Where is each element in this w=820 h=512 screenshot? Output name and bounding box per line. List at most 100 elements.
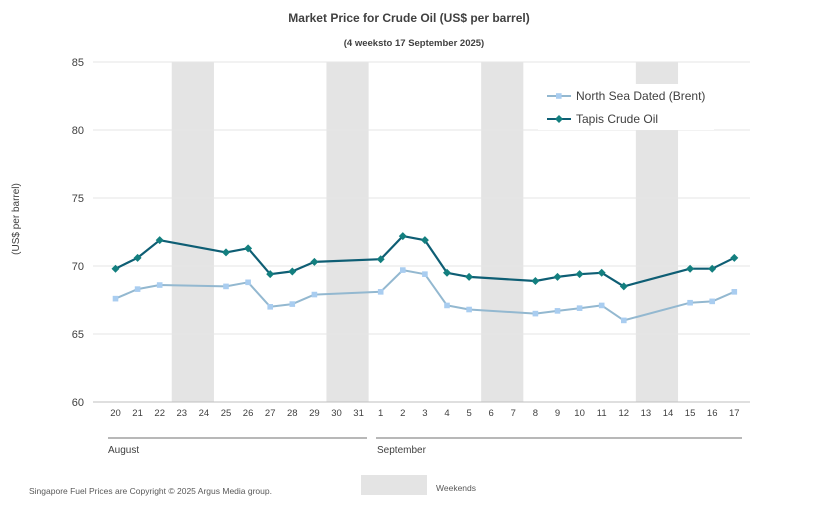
y-tick-label: 65: [72, 329, 84, 341]
x-tick-label: 7: [511, 408, 516, 419]
x-tick-label: 6: [489, 408, 494, 419]
x-tick-label: 10: [574, 408, 585, 419]
data-point: [376, 255, 385, 264]
x-tick-label: 8: [533, 408, 538, 419]
y-tick-label: 75: [72, 193, 84, 205]
x-tick-label: 3: [422, 408, 427, 419]
x-tick-label: 13: [641, 408, 652, 419]
y-axis-ticks: 60 65 70 75 80 85: [72, 57, 84, 409]
data-point: [377, 289, 384, 295]
data-point: [155, 236, 164, 245]
x-tick-label: 22: [154, 408, 165, 419]
data-point: [554, 308, 561, 314]
weekend-legend-swatch: [361, 475, 427, 495]
legend-marker: [556, 93, 562, 99]
data-point: [687, 299, 693, 306]
x-tick-label: 2: [400, 408, 405, 419]
x-tick-label: 5: [466, 408, 471, 419]
data-point: [686, 264, 695, 273]
x-tick-label: 31: [353, 408, 364, 419]
data-point: [532, 310, 539, 317]
data-point: [134, 286, 141, 292]
data-point: [156, 282, 163, 288]
x-tick-label: 4: [444, 408, 449, 419]
data-point: [111, 264, 120, 273]
data-point: [112, 295, 119, 302]
y-tick-label: 85: [72, 57, 84, 69]
data-point: [708, 264, 717, 273]
gridlines: [93, 61, 750, 403]
data-point: [288, 267, 297, 276]
series-lines: [111, 232, 739, 324]
data-point: [223, 283, 229, 290]
weekend-legend-label: Weekends: [436, 483, 476, 493]
legend-box: [538, 84, 714, 130]
weekend-band: [326, 62, 369, 402]
x-tick-label: 27: [265, 408, 276, 419]
y-tick-label: 70: [72, 261, 84, 273]
x-tick-label: 28: [287, 408, 298, 419]
x-tick-label: 15: [685, 408, 696, 419]
x-tick-label: 20: [110, 408, 121, 419]
copyright-note: Singapore Fuel Prices are Copyright © 20…: [29, 486, 272, 496]
data-point: [730, 253, 739, 262]
data-point: [289, 301, 296, 307]
x-tick-label: 16: [707, 408, 718, 419]
weekend-band: [481, 62, 524, 402]
y-axis-label: (US$ per barrel): [11, 183, 22, 255]
data-point: [465, 272, 474, 281]
x-tick-label: 14: [663, 408, 674, 419]
x-tick-label: 29: [309, 408, 320, 419]
data-point: [466, 306, 472, 313]
data-point: [731, 289, 738, 295]
chart-subtitle: (4 weeksto 17 September 2025): [344, 38, 484, 49]
data-point: [400, 267, 406, 273]
data-point: [266, 270, 275, 279]
data-point: [531, 276, 540, 285]
legend-marker: [555, 115, 563, 123]
x-tick-label: 25: [221, 408, 232, 419]
data-point: [222, 248, 230, 257]
y-tick-label: 80: [72, 125, 84, 137]
x-tick-label: 24: [199, 408, 210, 419]
data-point: [310, 257, 319, 266]
x-tick-label: 21: [132, 408, 143, 419]
x-tick-label: 1: [378, 408, 383, 419]
x-tick-label: 23: [177, 408, 188, 419]
data-point: [398, 232, 407, 241]
month-label-september: September: [377, 445, 427, 456]
data-point: [444, 302, 450, 309]
x-tick-label: 26: [243, 408, 254, 419]
data-point: [619, 282, 628, 291]
data-point: [422, 271, 428, 277]
data-point: [267, 304, 273, 310]
y-tick-label: 60: [72, 397, 84, 409]
data-point: [709, 298, 715, 305]
legend-label: North Sea Dated (Brent): [576, 89, 705, 103]
x-axis-ticks: 20 21 22 23 24 25 26 27 28 29 30 31 1 2 3 4 5 6 7 8 9 10 11 12 1…: [110, 408, 739, 419]
x-tick-label: 9: [555, 408, 560, 419]
data-point: [245, 279, 251, 286]
legend-label: Tapis Crude Oil: [576, 112, 658, 126]
x-tick-label: 11: [597, 408, 607, 419]
x-tick-label: 17: [729, 408, 740, 419]
chart-title: Market Price for Crude Oil (US$ per barr…: [288, 11, 529, 25]
data-point: [597, 268, 606, 277]
data-point: [133, 253, 142, 262]
data-point: [576, 305, 583, 311]
data-point: [598, 302, 605, 309]
data-point: [420, 236, 429, 245]
month-label-august: August: [108, 445, 139, 456]
data-point: [621, 317, 627, 324]
data-point: [443, 268, 451, 277]
data-point: [311, 291, 318, 298]
data-point: [575, 270, 584, 279]
weekend-band: [171, 62, 214, 402]
data-point: [244, 244, 253, 253]
legend: North Sea Dated (Brent) Tapis Crude Oil: [538, 84, 714, 130]
data-point: [553, 272, 562, 281]
x-tick-label: 30: [331, 408, 342, 419]
x-tick-label: 12: [619, 408, 630, 419]
